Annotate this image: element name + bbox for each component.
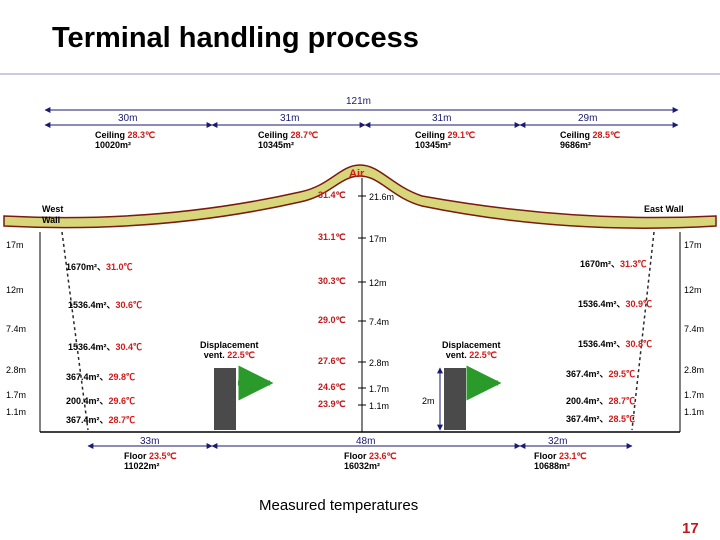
east-layer-5: 200.4m²、28.7℃ xyxy=(566,396,636,406)
span-4-label: 29m xyxy=(578,113,598,124)
air-label: Air xyxy=(349,168,365,180)
west-layer-5: 200.4m²、29.6℃ xyxy=(66,396,136,406)
floor-1: Floor 23.5℃ 11022m² xyxy=(124,451,177,471)
floor-span-1-label: 33m xyxy=(140,436,160,447)
center-temp-5: 27.6℃ xyxy=(318,356,346,366)
east-height-17b: 1.7m xyxy=(684,390,705,400)
vent-west-label: Displacement vent. 22.5℃ xyxy=(200,340,259,360)
floor-2: Floor 23.6℃ 16032m² xyxy=(344,451,397,471)
vent-box-west xyxy=(214,368,236,430)
floor-span-2-label: 48m xyxy=(356,436,376,447)
center-height-7: 1.1m xyxy=(369,401,390,411)
west-layer-3: 1536.4m²、30.4℃ xyxy=(68,342,143,352)
span-1-label: 30m xyxy=(118,113,138,124)
west-wall-label: West Wall xyxy=(42,204,64,225)
page-number: 17 xyxy=(682,520,699,537)
center-height-2: 17m xyxy=(369,234,387,244)
center-temp-2: 31.1℃ xyxy=(318,232,346,242)
vent-height-label: 2m xyxy=(422,396,435,406)
center-height-6: 1.7m xyxy=(369,384,390,394)
center-temp-3: 30.3℃ xyxy=(318,276,346,286)
west-layer-2: 1536.4m²、30.6℃ xyxy=(68,300,143,310)
west-height-17b: 1.7m xyxy=(6,390,27,400)
east-height-74: 7.4m xyxy=(684,324,705,334)
span-2-label: 31m xyxy=(280,113,300,124)
center-height-1: 21.6m xyxy=(369,192,395,202)
west-height-17: 17m xyxy=(6,240,24,250)
title-divider xyxy=(0,73,720,75)
east-wall-label: East Wall xyxy=(644,204,684,214)
center-temp-6: 24.6℃ xyxy=(318,382,346,392)
east-layer-6: 367.4m²、28.5℃ xyxy=(566,414,636,424)
ceiling-2: Ceiling 28.7℃ 10345m² xyxy=(258,130,319,150)
caption: Measured temperatures xyxy=(259,497,419,514)
center-height-4: 7.4m xyxy=(369,317,390,327)
west-height-12: 12m xyxy=(6,285,24,295)
vent-box-east xyxy=(444,368,466,430)
ceiling-1: Ceiling 28.3℃ 10020m² xyxy=(95,130,156,150)
east-layer-1: 1670m²、31.3℃ xyxy=(580,259,647,269)
floor-3: Floor 23.1℃ 10688m² xyxy=(534,451,587,471)
span-total-label: 121m xyxy=(346,96,372,107)
east-height-28: 2.8m xyxy=(684,365,705,375)
center-temp-7: 23.9℃ xyxy=(318,399,346,409)
east-layer-4: 367.4m²、29.5℃ xyxy=(566,369,636,379)
east-layer-3: 1536.4m²、30.8℃ xyxy=(578,339,653,349)
west-layer-6: 367.4m²、28.7℃ xyxy=(66,415,136,425)
floor-span-3-label: 32m xyxy=(548,436,568,447)
center-height-3: 12m xyxy=(369,278,387,288)
west-height-28: 2.8m xyxy=(6,365,27,375)
west-height-11: 1.1m xyxy=(6,407,27,417)
span-3-label: 31m xyxy=(432,113,452,124)
roof-shell xyxy=(3,164,717,229)
page-title: Terminal handling process xyxy=(52,22,419,54)
east-height-17: 17m xyxy=(684,240,702,250)
ceiling-3: Ceiling 29.1℃ 10345m² xyxy=(415,130,476,150)
west-layer-4: 367.4m²、29.8℃ xyxy=(66,372,136,382)
center-temp-1: 31.4℃ xyxy=(318,190,346,200)
east-height-11: 1.1m xyxy=(684,407,705,417)
center-temp-4: 29.0℃ xyxy=(318,315,346,325)
vent-east-label: Displacement vent. 22.5℃ xyxy=(442,340,501,360)
ceiling-4: Ceiling 28.5℃ 9686m² xyxy=(560,130,621,150)
east-layer-2: 1536.4m²、30.9℃ xyxy=(578,299,653,309)
center-height-5: 2.8m xyxy=(369,358,390,368)
west-height-74: 7.4m xyxy=(6,324,27,334)
east-height-12: 12m xyxy=(684,285,702,295)
west-layer-1: 1670m²、31.0℃ xyxy=(66,262,133,272)
